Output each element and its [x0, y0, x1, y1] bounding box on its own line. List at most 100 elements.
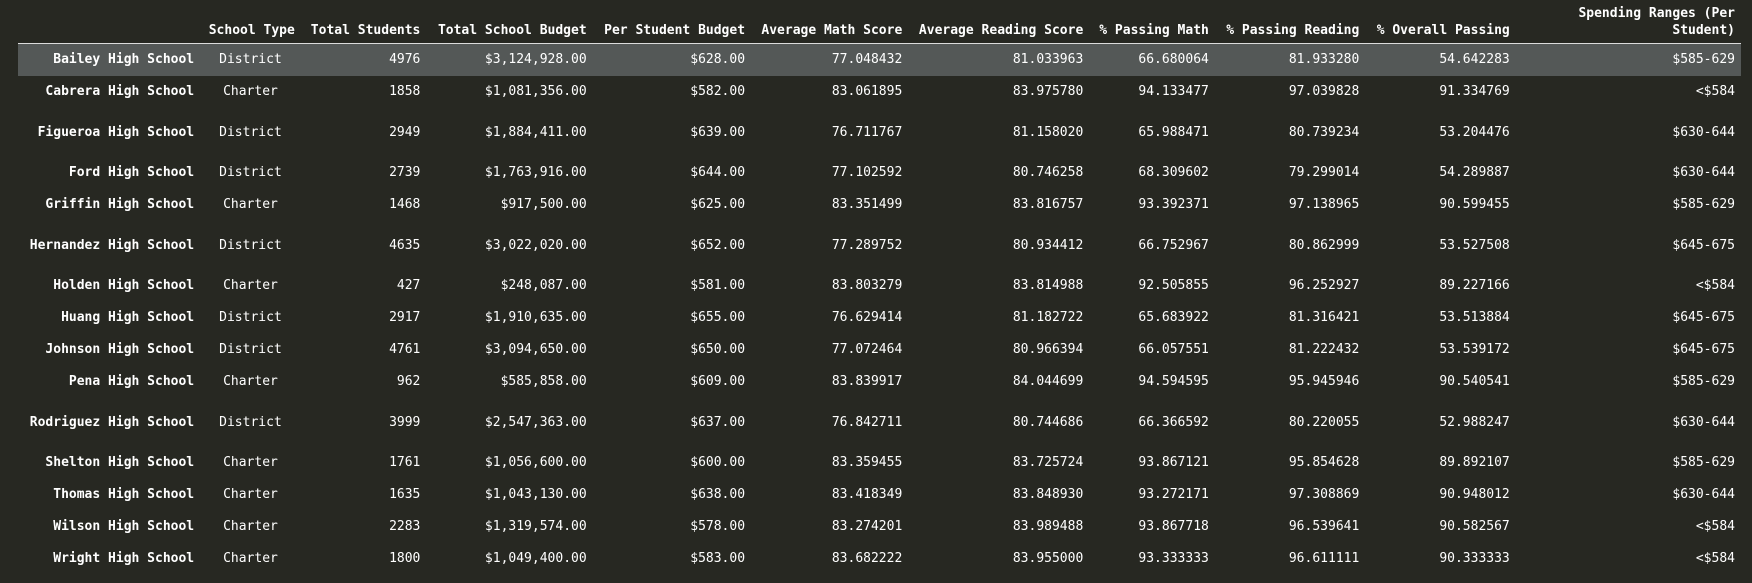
total-students-cell: 4761 — [389, 342, 421, 357]
avg-reading-cell: 83.848930 — [1012, 487, 1084, 502]
total-budget-cell: $3,124,928.00 — [426, 43, 593, 76]
passing-reading-cell: 95.854628 — [1288, 455, 1360, 470]
spending-range-cell: $630-644 — [1672, 487, 1735, 502]
table-row[interactable]: Wright High School Charter 1800 $1,049,400.… — [18, 543, 1741, 575]
school-name-cell: Holden High School — [53, 278, 195, 293]
total-students-cell: 2739 — [389, 165, 421, 180]
school-type-cell: District — [219, 310, 282, 325]
total-budget-cell: $1,056,600.00 — [484, 455, 587, 470]
school-type-cell: District — [219, 342, 282, 357]
table-row[interactable]: Hernandez High School District 4635 $3,022,… — [18, 221, 1741, 270]
avg-math-cell: 83.351499 — [831, 197, 903, 212]
school-type-cell: Charter — [223, 84, 278, 99]
school-type-cell: District — [219, 237, 282, 253]
table-row[interactable]: Pena High School Charter 962 $585,858.00 $60… — [18, 366, 1741, 398]
per-student-budget-cell: $578.00 — [690, 519, 746, 534]
total-students-cell: 1858 — [389, 84, 421, 99]
passing-reading-cell: 97.039828 — [1288, 84, 1360, 99]
passing-math-cell: 93.867121 — [1138, 455, 1209, 470]
table-row[interactable]: Thomas High School Charter 1635 $1,043,130.… — [18, 479, 1741, 511]
table-row[interactable]: Wilson High School Charter 2283 $1,319,574.… — [18, 511, 1741, 543]
school-type-cell: Charter — [223, 519, 278, 534]
avg-math-cell: 83.803279 — [831, 278, 903, 293]
per-student-budget-cell: $609.00 — [690, 374, 746, 389]
avg-reading-cell: 84.044699 — [1012, 374, 1084, 389]
school-type-cell: Charter — [223, 455, 278, 470]
passing-math-cell: 66.057551 — [1138, 342, 1209, 357]
table-row[interactable]: Rodriguez High School District 3999 $2,547,… — [18, 398, 1741, 447]
total-budget-cell: $2,547,363.00 — [484, 414, 587, 430]
total-budget-cell: $1,910,635.00 — [484, 310, 587, 325]
total-budget-cell: $3,022,020.00 — [484, 237, 587, 253]
table-row[interactable]: Huang High School District 2917 $1,910,635.… — [18, 302, 1741, 334]
table-row[interactable]: Ford High School District 2739 $1,763,916.0… — [18, 157, 1741, 189]
avg-reading-cell: 81.182722 — [1012, 310, 1084, 325]
header-passing-math: % Passing Math — [1089, 0, 1215, 44]
passing-math-cell: 93.867718 — [1138, 519, 1209, 534]
per-student-budget-cell: $637.00 — [690, 414, 746, 430]
per-student-budget-cell: $655.00 — [690, 310, 746, 325]
table-row[interactable]: Holden High School Charter 427 $248,087.00 $… — [18, 270, 1741, 302]
overall-passing-cell: 52.988247 — [1439, 414, 1510, 430]
passing-math-cell: 94.594595 — [1138, 374, 1209, 389]
avg-math-cell: 83.359455 — [831, 455, 903, 470]
header-average-reading-score: Average Reading Score — [908, 0, 1090, 44]
school-name-cell: Shelton High School — [45, 455, 195, 470]
table-row[interactable]: Shelton High School Charter 1761 $1,056,600… — [18, 447, 1741, 479]
school-type-cell: District — [219, 124, 282, 140]
passing-math-cell: 68.309602 — [1138, 165, 1209, 180]
table-row[interactable]: Cabrera High School Charter 1858 $1,081,356… — [18, 76, 1741, 108]
per-student-budget-cell: $628.00 — [592, 43, 752, 76]
overall-passing-cell: 53.539172 — [1439, 342, 1510, 357]
avg-math-cell: 83.839917 — [831, 374, 903, 389]
total-budget-cell: $3,094,650.00 — [484, 342, 587, 357]
table-row[interactable]: Bailey High School District 4976 $3,124,928… — [18, 43, 1741, 76]
total-budget-cell: $248,087.00 — [500, 278, 587, 293]
header-per-student-budget: Per Student Budget — [592, 0, 752, 44]
passing-reading-cell: 81.933280 — [1214, 43, 1366, 76]
avg-math-cell: 83.418349 — [831, 487, 903, 502]
school-name-cell: Wilson High School — [53, 519, 195, 534]
avg-reading-cell: 80.746258 — [1012, 165, 1084, 180]
total-budget-cell: $585,858.00 — [500, 374, 587, 389]
total-budget-cell: $1,319,574.00 — [484, 519, 587, 534]
avg-math-cell: 76.711767 — [831, 124, 903, 140]
passing-reading-cell: 80.862999 — [1288, 237, 1360, 253]
passing-reading-cell: 81.316421 — [1288, 310, 1360, 325]
school-type-cell: Charter — [223, 278, 278, 293]
total-students-cell: 2283 — [389, 519, 421, 534]
passing-reading-cell: 95.945946 — [1288, 374, 1360, 389]
avg-reading-cell: 80.966394 — [1012, 342, 1084, 357]
school-type-cell: Charter — [223, 374, 278, 389]
avg-math-cell: 83.274201 — [831, 519, 903, 534]
table-row[interactable]: Griffin High School Charter 1468 $917,500.0… — [18, 189, 1741, 221]
spending-range-cell: $630-644 — [1672, 124, 1735, 140]
school-type-cell: District — [219, 165, 282, 180]
header-average-math-score: Average Math Score — [751, 0, 909, 44]
avg-reading-cell: 83.955000 — [1012, 551, 1084, 566]
passing-reading-cell: 81.222432 — [1288, 342, 1360, 357]
per-student-budget-cell: $600.00 — [690, 455, 746, 470]
passing-math-cell: 93.333333 — [1138, 551, 1209, 566]
avg-reading-cell: 83.814988 — [1012, 278, 1084, 293]
passing-reading-cell: 96.539641 — [1288, 519, 1360, 534]
table-row[interactable]: Johnson High School District 4761 $3,094,65… — [18, 334, 1741, 366]
spending-range-cell: $645-675 — [1672, 342, 1735, 357]
table-row[interactable]: Figueroa High School District 2949 $1,884,4… — [18, 108, 1741, 157]
per-student-budget-cell: $638.00 — [690, 487, 746, 502]
avg-math-cell: 77.102592 — [831, 165, 903, 180]
spending-range-cell: $645-675 — [1672, 310, 1735, 325]
passing-math-cell: 66.366592 — [1138, 414, 1209, 430]
spending-range-cell: $585-629 — [1672, 197, 1735, 212]
header-school-type: School Type — [200, 0, 301, 44]
total-budget-cell: $1,043,130.00 — [484, 487, 587, 502]
school-type-cell: Charter — [223, 197, 278, 212]
total-budget-cell: $1,081,356.00 — [484, 84, 587, 99]
avg-reading-cell: 83.975780 — [1012, 84, 1084, 99]
avg-math-cell: 83.061895 — [831, 84, 903, 99]
spending-range-cell: <$584 — [1695, 84, 1735, 99]
total-budget-cell: $1,049,400.00 — [484, 551, 587, 566]
total-students-cell: 427 — [396, 278, 421, 293]
spending-range-cell: <$584 — [1695, 278, 1735, 293]
overall-passing-cell: 90.333333 — [1439, 551, 1510, 566]
